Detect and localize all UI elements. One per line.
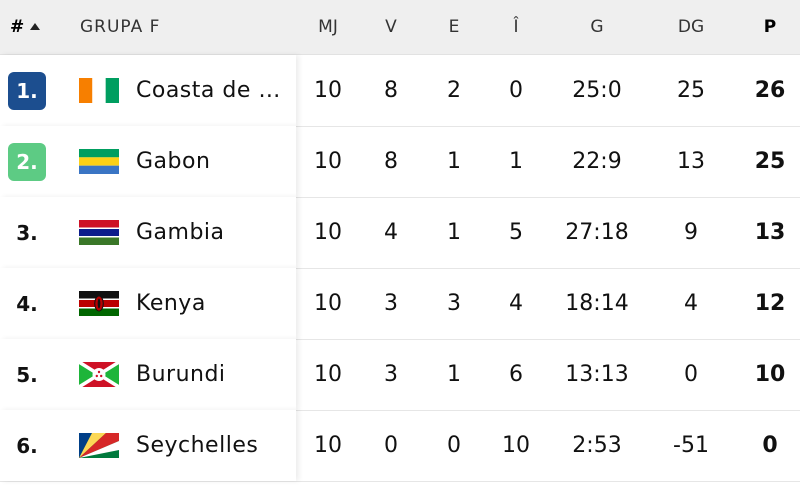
flag-seychelles-icon — [79, 433, 119, 458]
team-name[interactable]: Burundi — [136, 362, 226, 387]
draws: 1 — [447, 362, 461, 387]
team-name[interactable]: Kenya — [136, 291, 206, 316]
goals-header[interactable]: G — [590, 17, 604, 37]
team-name[interactable]: Seychelles — [136, 433, 259, 458]
rank-sort-header[interactable]: # — [10, 0, 46, 54]
wins: 8 — [384, 78, 398, 103]
goals: 2:53 — [572, 433, 622, 458]
wins: 0 — [384, 433, 398, 458]
flag-kenya-icon — [79, 291, 119, 316]
draws: 0 — [447, 433, 461, 458]
rank-badge: 6. — [16, 434, 38, 458]
team-cell[interactable]: 1. Coasta de … — [0, 55, 296, 126]
wins: 4 — [384, 220, 398, 245]
rank-badge: 5. — [16, 363, 38, 387]
table-header: # GRUPA F MJ V E Î G DG P — [0, 0, 800, 55]
team-cell[interactable]: 3. Gambia — [0, 197, 296, 268]
matches-played: 10 — [314, 433, 342, 458]
goal-difference: -51 — [673, 433, 709, 458]
table-row[interactable]: 3. Gambia 10 4 1 5 27:18 9 13 — [0, 197, 800, 269]
points: 26 — [754, 78, 786, 103]
goal-difference: 25 — [677, 78, 705, 103]
team-cell[interactable]: 6. Seychelles — [0, 410, 296, 481]
losses: 0 — [509, 78, 523, 103]
table-row[interactable]: 1. Coasta de … 10 8 2 0 25:0 25 26 — [0, 55, 800, 127]
matches-played-header[interactable]: MJ — [318, 17, 338, 37]
losses: 6 — [509, 362, 523, 387]
flag-cote-divoire-icon — [79, 78, 119, 103]
points-header[interactable]: P — [763, 17, 777, 37]
table-row[interactable]: 6. Seychelles 10 0 0 10 2:53 -51 0 — [0, 410, 800, 482]
flag-gabon-icon — [79, 149, 119, 174]
team-name[interactable]: Gabon — [136, 149, 211, 174]
draws: 1 — [447, 220, 461, 245]
points: 0 — [762, 433, 778, 458]
losses: 10 — [502, 433, 530, 458]
team-cell[interactable]: 2. Gabon — [0, 126, 296, 197]
matches-played: 10 — [314, 362, 342, 387]
goals: 13:13 — [565, 362, 629, 387]
draws: 3 — [447, 291, 461, 316]
table-row[interactable]: 2. Gabon 10 8 1 1 22:9 13 25 — [0, 126, 800, 198]
matches-played: 10 — [314, 78, 342, 103]
team-name[interactable]: Coasta de … — [136, 78, 281, 103]
points: 25 — [754, 149, 786, 174]
goal-difference-header[interactable]: DG — [677, 17, 705, 37]
points: 10 — [754, 362, 786, 387]
rank-badge: 4. — [16, 292, 38, 316]
flag-gambia-icon — [79, 220, 119, 245]
wins: 3 — [384, 362, 398, 387]
goals: 25:0 — [572, 78, 622, 103]
goals: 22:9 — [572, 149, 622, 174]
goal-difference: 9 — [684, 220, 698, 245]
goal-difference: 0 — [684, 362, 698, 387]
goals: 27:18 — [565, 220, 629, 245]
sort-ascending-icon — [30, 23, 41, 30]
losses: 4 — [509, 291, 523, 316]
goal-difference: 4 — [684, 291, 698, 316]
losses: 5 — [509, 220, 523, 245]
wins: 3 — [384, 291, 398, 316]
rank-header-label: # — [10, 17, 25, 37]
group-header[interactable]: GRUPA F — [80, 17, 161, 37]
wins: 8 — [384, 149, 398, 174]
matches-played: 10 — [314, 291, 342, 316]
flag-burundi-icon — [79, 362, 119, 387]
matches-played: 10 — [314, 149, 342, 174]
team-cell[interactable]: 4. Kenya — [0, 268, 296, 339]
draws-header[interactable]: E — [448, 17, 460, 37]
table-row[interactable]: 4. Kenya 10 3 3 4 18:14 4 12 — [0, 268, 800, 340]
points: 12 — [754, 291, 786, 316]
goal-difference: 13 — [677, 149, 705, 174]
rank-badge: 3. — [16, 221, 38, 245]
matches-played: 10 — [314, 220, 342, 245]
rank-badge: 2. — [8, 143, 46, 181]
team-cell[interactable]: 5. Burundi — [0, 339, 296, 410]
table-row[interactable]: 5. Burundi 10 3 1 6 13:13 0 10 — [0, 339, 800, 411]
draws: 1 — [447, 149, 461, 174]
rank-badge: 1. — [8, 72, 46, 110]
losses-header[interactable]: Î — [513, 17, 519, 37]
draws: 2 — [447, 78, 461, 103]
losses: 1 — [509, 149, 523, 174]
wins-header[interactable]: V — [385, 17, 397, 37]
team-name[interactable]: Gambia — [136, 220, 225, 245]
goals: 18:14 — [565, 291, 629, 316]
points: 13 — [754, 220, 786, 245]
